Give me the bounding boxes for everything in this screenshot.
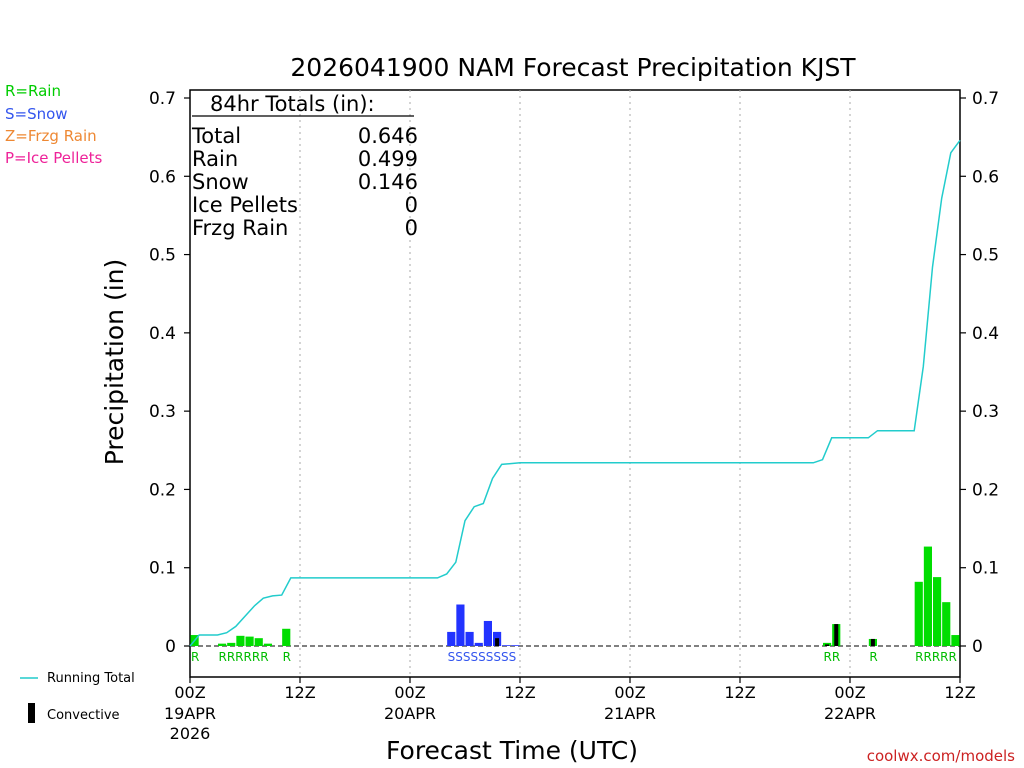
x-tick-date: 20APR: [384, 704, 436, 723]
totals-row-value: 0: [405, 216, 418, 240]
convective-bar: [870, 638, 875, 646]
x-tick-date: 21APR: [604, 704, 656, 723]
totals-row-label: Frzg Rain: [192, 216, 288, 240]
x-tick-label: 00Z: [614, 683, 645, 702]
y-tick-label-right: 0.3: [972, 402, 999, 422]
x-tick-label: 00Z: [394, 683, 425, 702]
totals-row-label: Ice Pellets: [192, 193, 298, 217]
x-tick-label: 12Z: [724, 683, 755, 702]
y-tick-label-right: 0: [972, 637, 983, 657]
precip-bars: [190, 546, 960, 646]
x-axis-label: Forecast Time (UTC): [386, 736, 638, 765]
totals-row-label: Total: [191, 124, 241, 148]
y-tick-label-right: 0.2: [972, 480, 999, 500]
totals-row-value: 0: [405, 193, 418, 217]
totals-row-label: Rain: [192, 147, 238, 171]
precip-bar: [933, 577, 942, 646]
precip-bar: [236, 635, 245, 646]
legend-rain: R=Rain: [5, 82, 61, 100]
legend-snow: S=Snow: [5, 105, 68, 123]
x-tick-label: 12Z: [504, 683, 535, 702]
precip-bar: [502, 645, 511, 646]
y-tick-label: 0.7: [149, 89, 176, 109]
y-tick-label-right: 0.1: [972, 559, 999, 579]
precip-type-label: RRRRRR: [219, 650, 269, 664]
y-tick-label: 0.6: [149, 167, 176, 187]
precip-bar: [447, 631, 456, 646]
precip-type-labels: R RRRRRR R SSSSSSSSS RR R RRRRR: [191, 650, 957, 664]
precip-bar: [456, 604, 465, 646]
convective-bar: [834, 624, 839, 646]
legend-ice-pellets: P=Ice Pellets: [5, 149, 102, 167]
watermark: coolwx.com/models: [867, 747, 1015, 765]
y-tick-label-right: 0.5: [972, 246, 999, 266]
y-tick-label: 0.2: [149, 480, 176, 500]
y-axis-left: 0 0.1 0.2 0.3 0.4 0.5 0.6 0.7: [149, 89, 190, 657]
convective-bar: [495, 638, 500, 646]
x-tick-date: 19APR: [164, 704, 216, 723]
convective-legend-label: Convective: [47, 708, 120, 723]
y-tick-label: 0.3: [149, 402, 176, 422]
running-total-legend-label: Running Total: [47, 671, 135, 686]
y-tick-label: 0.1: [149, 559, 176, 579]
precip-type-label: SSSSSSSSS: [448, 650, 517, 664]
running-total-line: [189, 139, 961, 647]
chart-title: 2026041900 NAM Forecast Precipitation KJ…: [290, 53, 856, 82]
precip-bar: [465, 631, 474, 646]
legend-frzg-rain: Z=Frzg Rain: [5, 127, 97, 145]
totals-row-value: 0.146: [358, 170, 418, 194]
y-tick-label-right: 0.7: [972, 89, 999, 109]
totals-row-value: 0.499: [358, 147, 418, 171]
precip-bar: [245, 636, 254, 646]
x-tick-label: 12Z: [284, 683, 315, 702]
precip-bar: [942, 602, 951, 646]
convective-bars: [495, 624, 875, 646]
precip-bar: [923, 546, 932, 646]
y-tick-label: 0.4: [149, 324, 176, 344]
y-tick-label-right: 0.6: [972, 167, 999, 187]
convective-swatch: [28, 703, 35, 723]
precip-type-label: R: [283, 650, 291, 664]
y-axis-right: 0 0.1 0.2 0.3 0.4 0.5 0.6 0.7: [960, 89, 999, 657]
x-tick-year: 2026: [170, 724, 211, 743]
x-tick-label: 00Z: [174, 683, 205, 702]
bottom-legend: Running Total Convective: [20, 671, 135, 723]
totals-row-value: 0.646: [358, 124, 418, 148]
precip-bar: [263, 643, 272, 646]
type-legend: R=Rain S=Snow Z=Frzg Rain P=Ice Pellets: [5, 82, 102, 167]
x-tick-date: 22APR: [824, 704, 876, 723]
y-tick-label-right: 0.4: [972, 324, 999, 344]
totals-box: 84hr Totals (in): Total 0.646 Rain 0.499 Sno…: [191, 92, 418, 240]
convective-bar: [825, 644, 830, 646]
totals-heading: 84hr Totals (in):: [210, 92, 375, 116]
y-tick-label: 0.5: [149, 246, 176, 266]
precip-type-label: R: [191, 650, 199, 664]
y-axis-label: Precipitation (in): [100, 259, 129, 466]
x-tick-label: 12Z: [944, 683, 975, 702]
precip-type-label: RRRRR: [915, 650, 957, 664]
precip-bar: [254, 638, 263, 646]
y-tick-label: 0: [165, 637, 176, 657]
totals-row-label: Snow: [192, 170, 249, 194]
precip-bar: [511, 645, 520, 646]
precip-bar: [227, 642, 236, 646]
grid-lines: [299, 90, 851, 677]
precip-bar: [474, 642, 483, 646]
x-tick-label: 00Z: [834, 683, 865, 702]
precip-bar: [914, 581, 923, 646]
precip-type-label: RR: [824, 650, 841, 664]
plot-frame: [189, 89, 961, 678]
precip-bar: [218, 643, 227, 646]
precip-bar: [282, 628, 291, 646]
precip-type-label: R: [869, 650, 877, 664]
precip-bar: [483, 620, 492, 646]
precip-bar: [951, 635, 960, 646]
